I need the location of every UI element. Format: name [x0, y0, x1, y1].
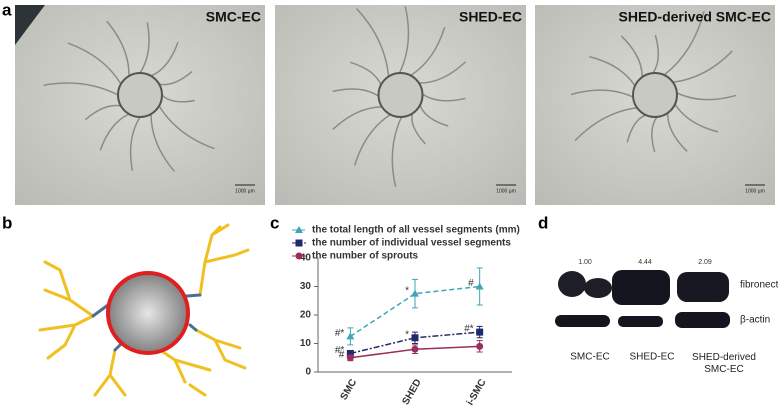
micrograph: SHED-derived SMC-EC 1000 µm	[535, 5, 775, 205]
panel-label: a	[2, 0, 12, 19]
legend-label: the number of individual vessel segments	[312, 238, 511, 249]
spheroid	[377, 72, 424, 118]
protein-label: fibronectin	[740, 280, 778, 291]
band	[584, 278, 612, 298]
legend-marker	[295, 252, 303, 260]
sprouts	[43, 20, 215, 173]
significance-mark: #*	[335, 345, 345, 356]
schematic	[38, 223, 250, 397]
band	[558, 271, 586, 297]
band	[612, 270, 670, 305]
legend-marker	[295, 226, 303, 233]
x-tick-label: SHED	[400, 377, 423, 407]
significance-mark: *	[405, 285, 409, 296]
x-tick-label: i-SMC	[465, 377, 489, 407]
band-ratio: 1.00	[578, 259, 592, 266]
data-point	[475, 282, 484, 290]
micrograph: SHED-EC 1000 µm	[275, 5, 526, 205]
western-blot: 1.00 4.44 2.09 fibronectin β-actin SMC-EC SHED…	[555, 259, 778, 375]
data-point	[476, 328, 484, 336]
data-point	[411, 289, 419, 297]
spheroid	[632, 72, 678, 118]
data-point	[346, 354, 354, 362]
significance-mark: #*	[464, 324, 474, 335]
data-point	[476, 342, 484, 350]
band	[618, 316, 663, 327]
data-point	[411, 334, 419, 342]
y-tick-label: 0	[305, 367, 311, 378]
series-line	[350, 331, 480, 355]
protein-label: β-actin	[740, 315, 770, 326]
micrograph-label: SHED-derived SMC-EC	[619, 9, 771, 25]
micrograph: SMC-EC 1000 µm	[15, 5, 265, 205]
significance-mark: *	[405, 329, 409, 340]
significance-mark: #	[468, 278, 474, 289]
lane-label: SMC-EC	[570, 352, 609, 363]
legend-label: the number of sprouts	[312, 251, 419, 262]
legend-label: the total length of all vessel segments …	[312, 225, 520, 236]
x-tick-label: SMC	[339, 377, 360, 402]
debris	[15, 5, 45, 45]
lane-label: SHED-EC	[629, 352, 674, 363]
band-ratio: 4.44	[638, 259, 652, 266]
series-line	[349, 285, 480, 338]
data-point	[346, 349, 354, 357]
data-point	[346, 332, 355, 340]
spheroid	[117, 72, 163, 118]
scale-bar-label: 1000 µm	[496, 188, 516, 194]
legend-marker	[295, 239, 303, 247]
sprouts	[332, 5, 467, 188]
y-tick-label: 40	[300, 253, 312, 264]
lane-label: SHED-derived SMC-EC	[692, 352, 756, 375]
panel-label: c	[270, 213, 279, 232]
panel-label: d	[538, 213, 548, 232]
band	[675, 312, 730, 328]
y-tick-label: 20	[300, 310, 312, 321]
micrograph-label: SMC-EC	[206, 9, 261, 25]
scale-bar-label: 1000 µm	[745, 188, 765, 194]
panel-label: b	[2, 213, 12, 232]
y-tick-label: 10	[300, 338, 312, 349]
micrograph-label: SHED-EC	[459, 9, 522, 25]
significance-mark: #	[339, 349, 345, 360]
band	[555, 315, 610, 327]
sprouts	[570, 11, 737, 153]
scale-bar-label: 1000 µm	[235, 188, 255, 194]
y-tick-label: 30	[300, 281, 312, 292]
significance-mark: #*	[335, 328, 345, 339]
band	[677, 272, 729, 302]
data-point	[411, 345, 419, 353]
band-ratio: 2.09	[698, 259, 712, 266]
